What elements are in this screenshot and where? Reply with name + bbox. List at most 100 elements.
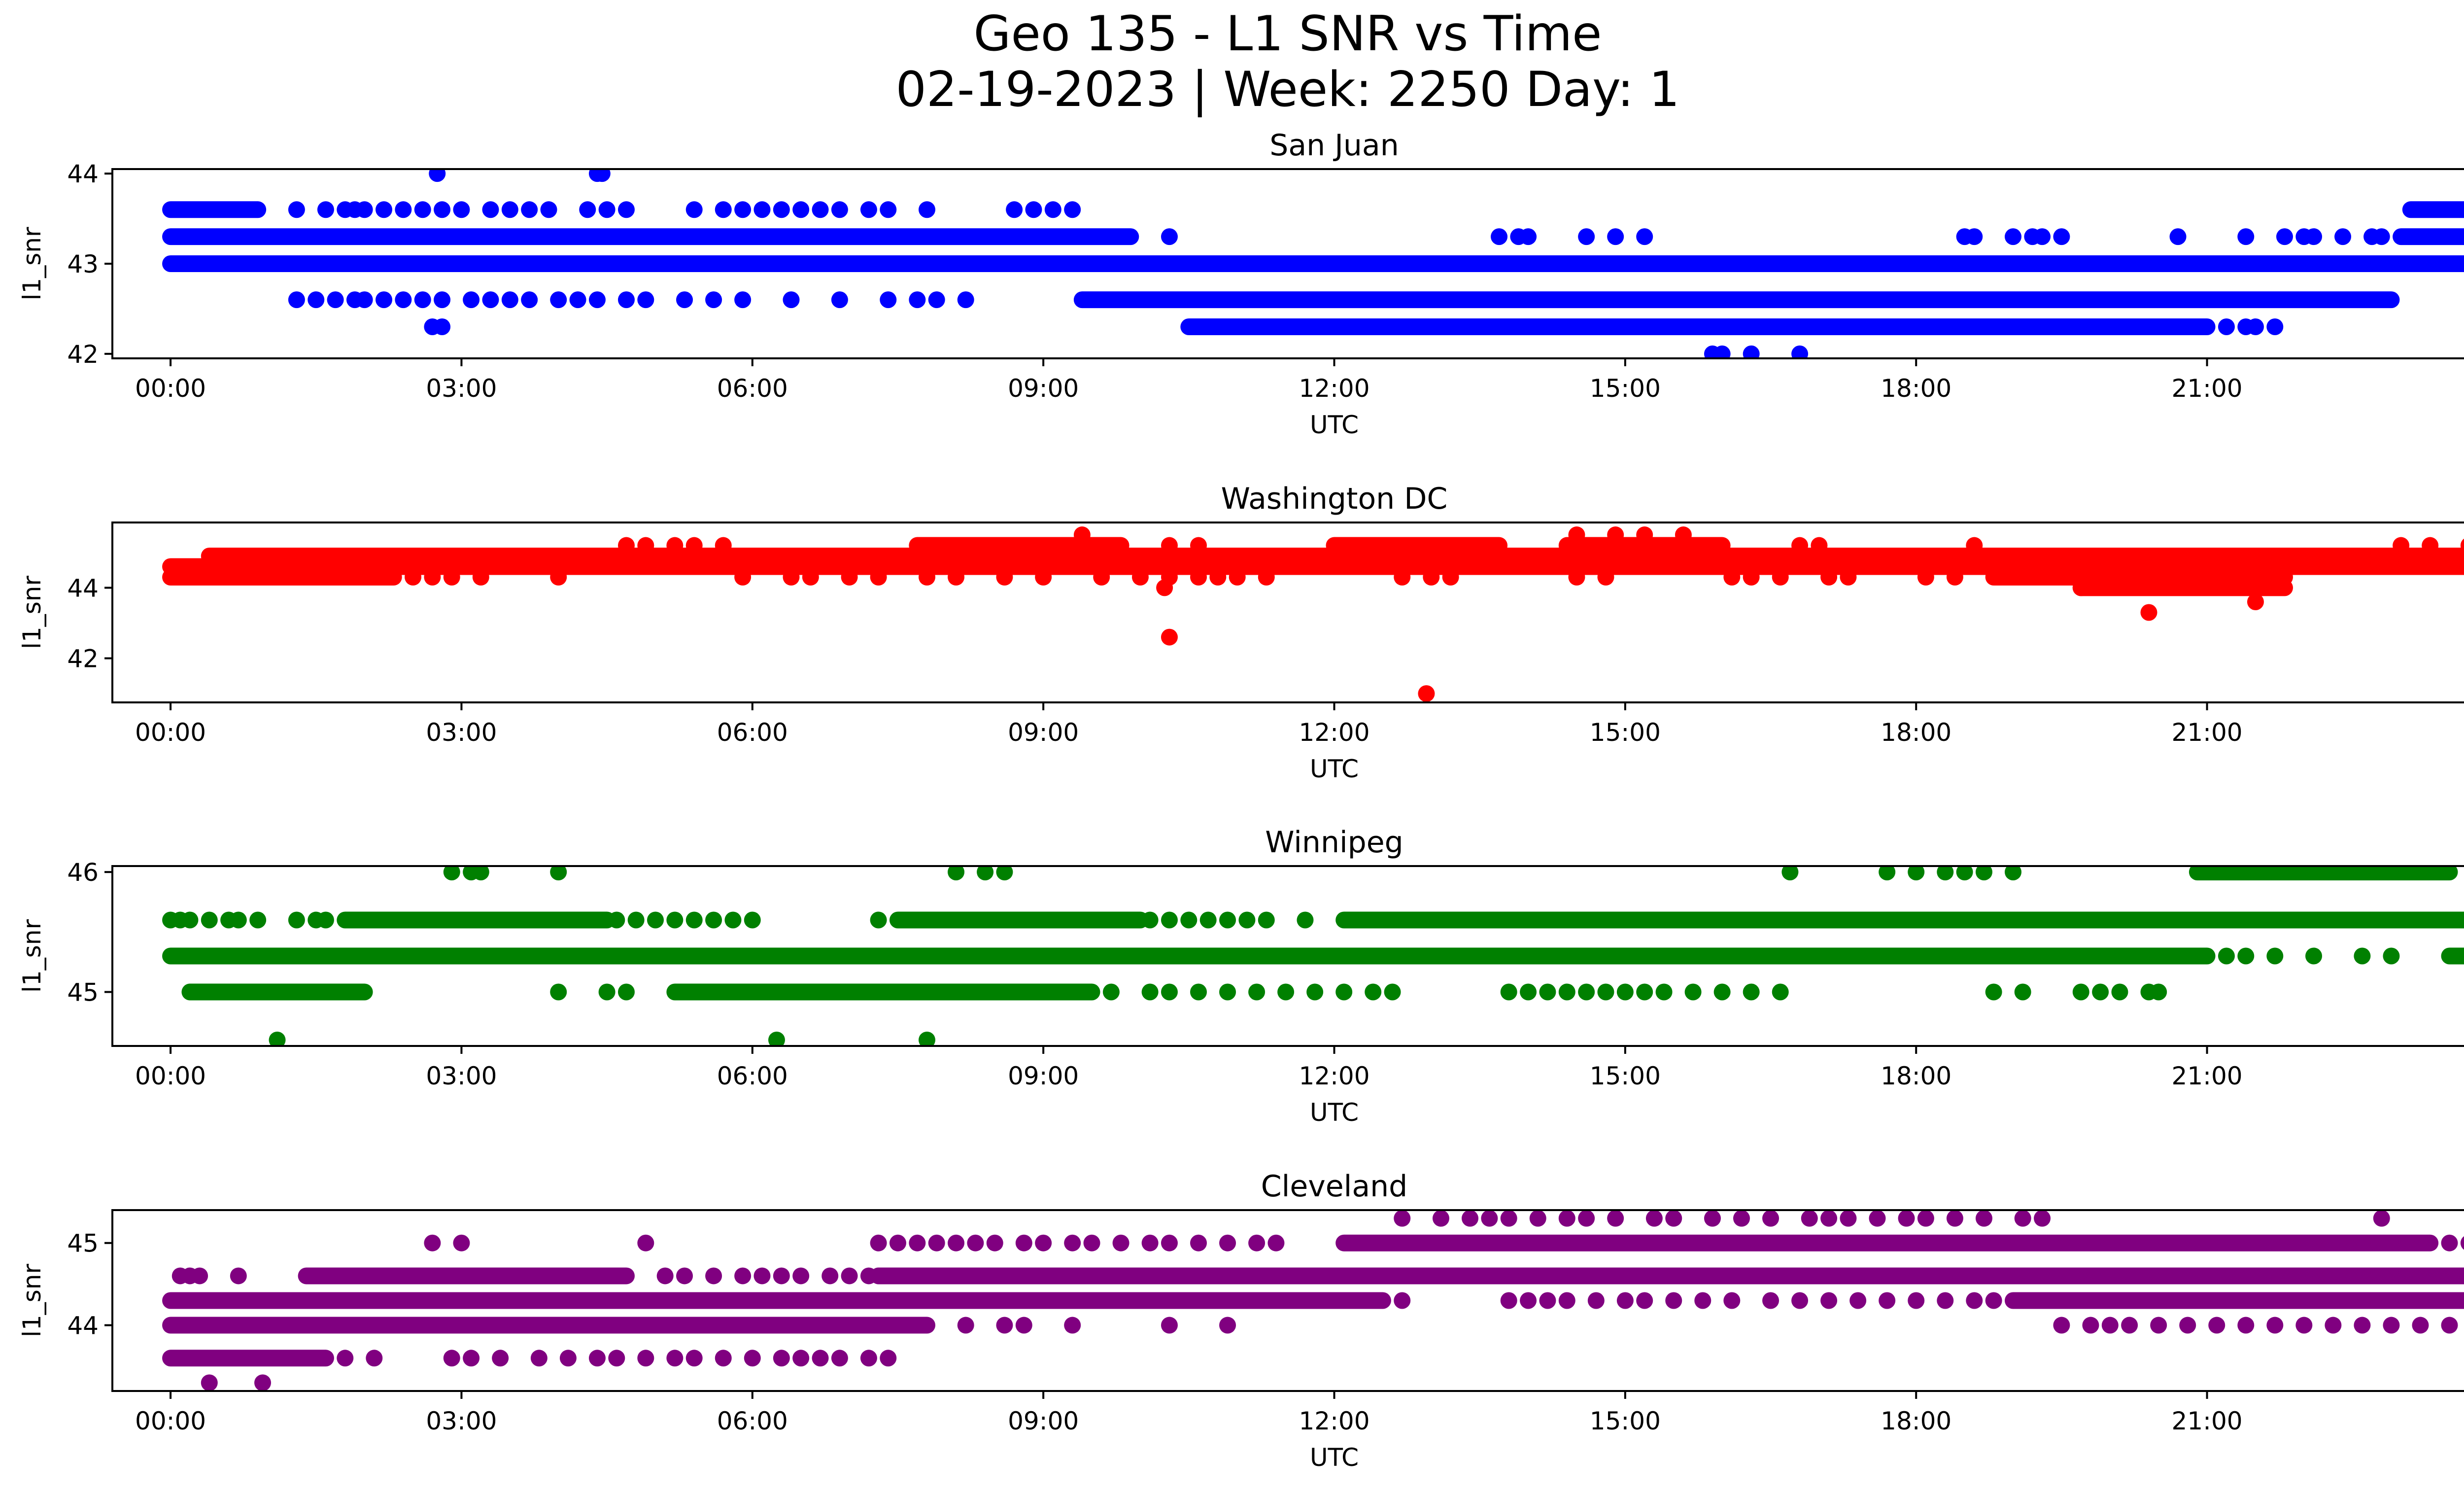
- data-point: [2150, 1317, 2167, 1334]
- data-point: [1044, 201, 1061, 218]
- data-point: [1675, 526, 1692, 544]
- data-point: [1161, 911, 1178, 929]
- data-point: [2334, 228, 2352, 245]
- data-point: [1384, 983, 1401, 1001]
- data-point: [637, 1350, 654, 1367]
- data-point: [1568, 568, 1585, 586]
- x-tick-label: 03:00: [426, 1407, 497, 1435]
- data-point: [2266, 947, 2284, 965]
- data-point: [1607, 1210, 1624, 1227]
- data-point: [1636, 228, 1653, 245]
- data-point: [1209, 568, 1227, 586]
- data-point: [1820, 568, 1838, 586]
- data-point: [1558, 1292, 1575, 1309]
- data-point: [1879, 866, 1896, 881]
- data-point: [860, 1267, 877, 1285]
- data-point: [1229, 568, 1246, 586]
- y-tick-label: 45: [67, 978, 99, 1007]
- data-point: [666, 911, 684, 929]
- data-point: [2373, 1210, 2390, 1227]
- x-tick-label: 06:00: [717, 1062, 788, 1090]
- data-point: [2208, 1317, 2225, 1334]
- data-point: [1694, 1292, 1711, 1309]
- data-point: [1141, 1234, 1159, 1252]
- data-point: [870, 911, 887, 929]
- data-point: [1131, 568, 1149, 586]
- data-point: [463, 291, 480, 309]
- series-points: [162, 169, 2464, 358]
- data-point: [1898, 1210, 1915, 1227]
- data-point: [1432, 1210, 1449, 1227]
- data-point: [1723, 568, 1741, 586]
- data-point: [1743, 345, 1760, 358]
- data-point: [1161, 228, 1178, 245]
- data-point: [617, 983, 635, 1001]
- data-point: [1772, 568, 1789, 586]
- data-point: [2441, 1234, 2458, 1252]
- data-point: [424, 1234, 441, 1252]
- data-point: [919, 201, 935, 218]
- data-point: [2325, 1317, 2342, 1334]
- data-point: [996, 866, 1013, 881]
- data-point: [744, 1350, 761, 1367]
- data-point: [414, 201, 431, 218]
- data-point: [996, 568, 1013, 586]
- data-point: [1418, 685, 1435, 702]
- data-point: [1616, 1292, 1634, 1309]
- series-points: [162, 866, 2464, 1046]
- data-point: [376, 291, 392, 309]
- data-point: [986, 1234, 1003, 1252]
- data-point: [1064, 1234, 1081, 1252]
- data-point: [579, 201, 596, 218]
- data-point: [1394, 1292, 1411, 1309]
- data-point: [1636, 983, 1653, 1001]
- data-point: [996, 1317, 1013, 1334]
- y-tick-label: 45: [67, 1229, 99, 1258]
- data-point: [1607, 228, 1624, 245]
- data-point: [753, 201, 771, 218]
- data-point: [308, 291, 325, 309]
- data-point: [2053, 1317, 2070, 1334]
- data-point: [530, 1350, 548, 1367]
- data-point: [870, 1234, 887, 1252]
- data-point: [1723, 1292, 1741, 1309]
- data-point: [593, 169, 611, 182]
- x-tick-label: 15:00: [1590, 374, 1661, 403]
- data-point: [366, 1350, 383, 1367]
- data-point: [1520, 983, 1537, 1001]
- data-point: [647, 911, 664, 929]
- x-tick-label: 00:00: [2463, 1407, 2464, 1435]
- data-point: [327, 291, 344, 309]
- data-point: [831, 1350, 848, 1367]
- data-point: [617, 537, 635, 554]
- data-point: [928, 291, 945, 309]
- data-point: [2354, 1317, 2371, 1334]
- data-point: [1025, 201, 1042, 218]
- data-point: [1161, 1234, 1178, 1252]
- x-axis-label: UTC: [1310, 1443, 1359, 1472]
- data-point: [550, 568, 567, 586]
- data-point: [434, 201, 451, 218]
- subplot-title: Cleveland: [1261, 1169, 1407, 1204]
- data-point: [317, 201, 334, 218]
- data-point: [1840, 1210, 1857, 1227]
- x-tick-label: 06:00: [717, 1407, 788, 1435]
- data-point: [1190, 537, 1207, 554]
- data-point: [395, 201, 412, 218]
- data-point: [2305, 947, 2323, 965]
- data-point: [2082, 1317, 2099, 1334]
- data-point: [1956, 866, 1973, 881]
- data-point: [1684, 983, 1702, 1001]
- data-point: [550, 291, 567, 309]
- y-tick-label: 44: [67, 1312, 99, 1340]
- data-point: [676, 291, 693, 309]
- data-point: [1975, 866, 1992, 881]
- data-point: [831, 291, 848, 309]
- x-tick-label: 21:00: [2172, 1407, 2243, 1435]
- data-point: [317, 911, 334, 929]
- data-point: [608, 1350, 625, 1367]
- data-point: [860, 201, 877, 218]
- data-point: [870, 568, 887, 586]
- data-point: [2005, 228, 2021, 245]
- data-point: [254, 1374, 272, 1391]
